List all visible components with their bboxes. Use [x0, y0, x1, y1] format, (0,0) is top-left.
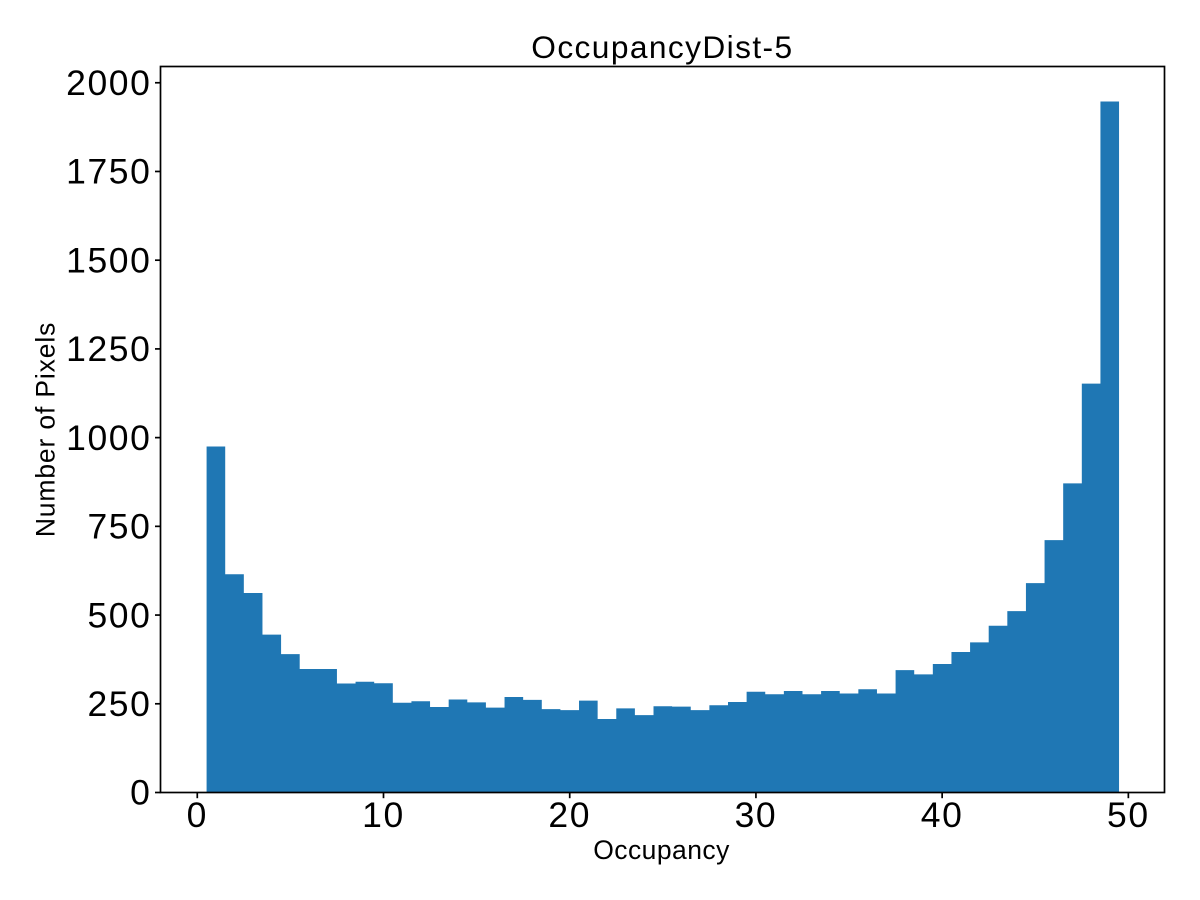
svg-text:Number of Pixels: Number of Pixels	[30, 322, 60, 537]
svg-text:OccupancyDist-5: OccupancyDist-5	[531, 29, 793, 65]
svg-text:2000: 2000	[66, 63, 151, 103]
svg-text:30: 30	[735, 795, 778, 835]
svg-text:0: 0	[130, 773, 151, 813]
svg-text:20: 20	[548, 795, 591, 835]
svg-text:10: 10	[362, 795, 405, 835]
svg-text:500: 500	[87, 595, 151, 635]
svg-text:250: 250	[87, 684, 151, 724]
svg-text:750: 750	[87, 507, 151, 547]
svg-text:40: 40	[921, 795, 964, 835]
svg-text:0: 0	[187, 795, 208, 835]
svg-text:1000: 1000	[66, 418, 151, 458]
svg-text:1250: 1250	[66, 329, 151, 369]
svg-text:50: 50	[1107, 795, 1150, 835]
svg-text:Occupancy: Occupancy	[593, 835, 730, 865]
svg-text:1750: 1750	[66, 152, 151, 192]
svg-text:1500: 1500	[66, 240, 151, 280]
